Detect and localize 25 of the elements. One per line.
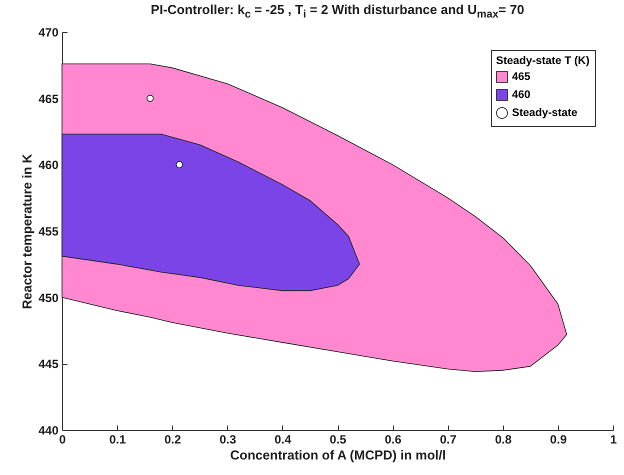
legend-label: 465 [512, 71, 530, 83]
x-tick-label: 0.3 [219, 432, 236, 446]
y-tick-label: 440 [38, 424, 59, 438]
legend-label: 460 [512, 89, 530, 101]
x-tick-label: 0.4 [274, 432, 292, 446]
y-tick-label: 455 [38, 224, 59, 238]
x-tick-label: 0.5 [330, 432, 347, 446]
x-tick-label: 0.1 [109, 432, 126, 446]
x-tick-label: 0.2 [164, 432, 182, 446]
x-tick-label: 0.9 [550, 432, 568, 446]
legend-title: Steady-state T (K) [496, 55, 590, 67]
y-tick-label: 460 [38, 158, 59, 172]
x-tick-label: 0 [59, 432, 66, 446]
y-axis-title: Reactor temperature in K [19, 153, 34, 310]
y-tick-label: 465 [38, 92, 59, 106]
y-tick-label: 450 [38, 290, 59, 305]
chart-title: PI-Controller: k$_{c}$ = -25 , T$_{i}$ = 2 With disturbance and U$_{max}$= 70 [150, 2, 526, 21]
x-tick-label: 1 [610, 432, 618, 446]
y-tick-label: 470 [38, 26, 59, 40]
legend-label: Steady-state [512, 107, 578, 119]
x-tick-label: 0.7 [440, 432, 457, 446]
x-tick-label: 0.8 [494, 432, 512, 446]
x-axis-title: Concentration of A (MCPD) in mol/l [230, 448, 446, 462]
y-tick-label: 445 [38, 357, 59, 372]
x-tick-label: 0.6 [384, 432, 402, 446]
